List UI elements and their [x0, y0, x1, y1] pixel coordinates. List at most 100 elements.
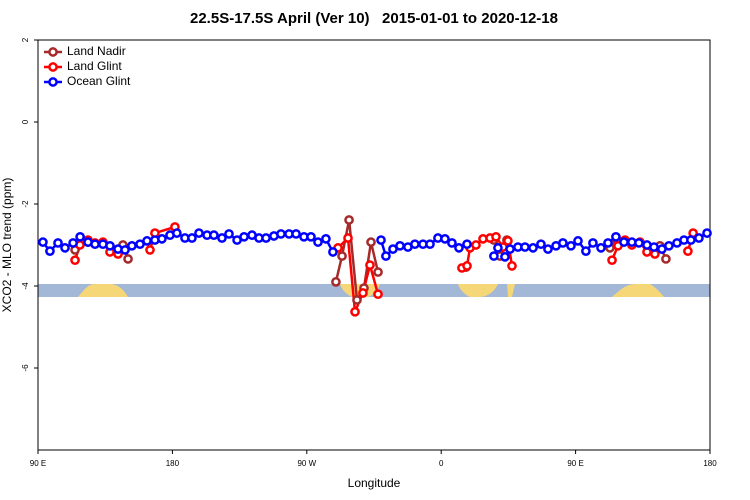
x-tick-label: 90 W — [297, 459, 316, 468]
data-point — [520, 242, 530, 252]
data-point — [157, 234, 167, 244]
data-point — [376, 235, 386, 245]
y-tick-label: -4 — [21, 282, 30, 290]
data-point — [217, 233, 227, 243]
plot-frame — [37, 39, 711, 451]
data-point — [503, 236, 513, 246]
data-point — [611, 231, 621, 242]
x-tick-label: 180 — [166, 459, 180, 468]
legend-label: Ocean Glint — [67, 74, 131, 88]
data-point — [500, 252, 510, 262]
data-point — [471, 240, 481, 250]
x-tick-label: 90 E — [30, 459, 46, 468]
data-point — [634, 238, 644, 248]
data-point — [45, 246, 55, 256]
data-point — [343, 233, 353, 243]
legend-swatch-marker — [48, 62, 58, 72]
y-tick-label: -2 — [21, 200, 30, 208]
data-point — [381, 251, 391, 261]
y-tick-label: -6 — [21, 364, 30, 372]
data-point — [358, 288, 368, 298]
data-point — [566, 240, 576, 251]
data-point — [344, 215, 354, 225]
data-point — [261, 233, 271, 243]
y-axis-label: XCO2 - MLO trend (ppm) — [0, 178, 14, 313]
data-point — [350, 306, 360, 317]
data-point — [70, 255, 80, 266]
data-point — [373, 267, 383, 277]
data-point — [462, 261, 472, 271]
data-point — [573, 236, 583, 246]
data-point — [683, 246, 693, 256]
data-point — [105, 240, 115, 251]
data-point — [462, 239, 472, 250]
data-point — [649, 242, 659, 252]
data-point — [68, 238, 78, 248]
x-tick-label: 90 E — [567, 459, 583, 468]
data-point — [661, 254, 671, 264]
data-point — [447, 238, 457, 248]
data-point — [694, 233, 704, 243]
land-patch — [78, 284, 128, 297]
data-point — [328, 247, 338, 257]
x-axis-label: Longitude — [348, 476, 401, 490]
data-point — [581, 246, 591, 256]
data-point — [558, 238, 568, 248]
data-point — [686, 235, 696, 245]
data-point — [145, 245, 155, 255]
x-tick-label: 180 — [703, 459, 717, 468]
data-point — [276, 229, 286, 239]
legend-swatch-marker — [48, 77, 58, 87]
data-point — [543, 244, 553, 254]
data-point — [596, 243, 606, 253]
data-point — [528, 243, 538, 253]
data-point — [440, 234, 450, 244]
data-point — [395, 240, 405, 251]
data-point — [373, 289, 383, 300]
land-patch — [612, 284, 664, 297]
data-point — [306, 231, 316, 242]
data-point — [53, 238, 63, 248]
data-point — [365, 260, 375, 270]
data-point — [603, 238, 613, 248]
data-point — [588, 238, 598, 248]
data-point — [90, 239, 100, 250]
data-point — [239, 231, 249, 242]
data-point — [187, 233, 197, 243]
data-point — [489, 251, 499, 261]
data-point — [38, 237, 48, 247]
data-point — [352, 295, 362, 305]
legend-swatch-marker — [48, 47, 58, 57]
data-point — [209, 230, 219, 241]
data-point — [123, 254, 133, 264]
legend-label: Land Nadir — [67, 44, 126, 58]
data-point — [454, 243, 464, 253]
data-point — [410, 239, 420, 250]
data-point — [127, 240, 137, 251]
data-point — [607, 255, 617, 266]
data-point — [60, 243, 70, 253]
land-patch — [458, 284, 498, 297]
data-point — [291, 229, 301, 239]
data-point — [507, 261, 517, 271]
data-point — [337, 251, 347, 261]
data-point — [142, 236, 152, 246]
data-point — [75, 231, 85, 242]
data-point — [536, 239, 546, 250]
data-point — [491, 231, 501, 242]
data-point — [313, 237, 323, 247]
data-point — [331, 277, 341, 287]
data-point — [120, 245, 130, 255]
y-tick-label: 0 — [21, 119, 30, 124]
data-point — [224, 229, 234, 239]
data-point — [664, 240, 674, 251]
land-patch — [507, 284, 515, 297]
x-tick-label: 0 — [439, 459, 444, 468]
data-point — [194, 228, 204, 238]
land-mask — [38, 284, 710, 297]
legend-label: Land Glint — [67, 59, 122, 73]
data-point — [425, 239, 435, 250]
data-point — [702, 228, 712, 238]
